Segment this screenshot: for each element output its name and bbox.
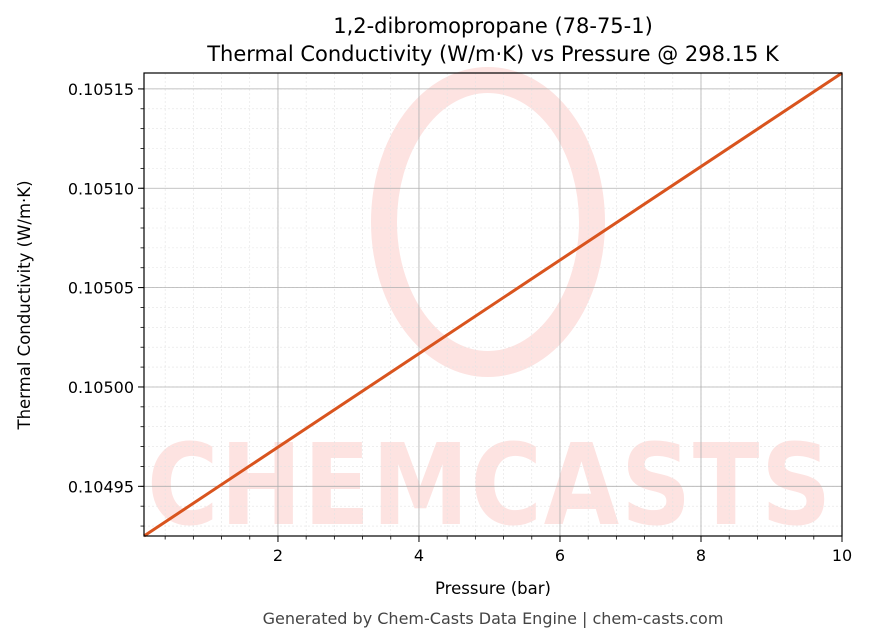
watermark-logo-ring (371, 67, 605, 377)
series-layer (143, 71, 843, 538)
y-tick-label: 0.10505 (68, 279, 134, 298)
y-tick-label: 0.10515 (68, 80, 134, 99)
y-tick-label: 0.10510 (68, 179, 134, 198)
chart-subtitle: Thermal Conductivity (W/m·K) vs Pressure… (206, 42, 780, 66)
x-axis-label: Pressure (bar) (435, 579, 551, 598)
x-tick-label: 2 (273, 546, 283, 565)
y-tick-label: 0.10500 (68, 378, 134, 397)
x-tick-label: 6 (555, 546, 565, 565)
plot-frame (143, 72, 843, 537)
axis-tick-labels: 2 4 6 8 10 0.10495 0.10500 0.10505 0.10510 0.1051… (68, 80, 852, 565)
x-tick-label: 8 (696, 546, 706, 565)
y-tick-label: 0.10495 (68, 477, 134, 496)
x-tick-label: 10 (832, 546, 852, 565)
footer-credit: Generated by Chem-Casts Data Engine | ch… (263, 609, 724, 628)
series-line (143, 71, 843, 538)
axis-ticks (138, 88, 843, 542)
chart-title: 1,2-dibromopropane (78-75-1) (333, 14, 653, 38)
y-axis-label: Thermal Conductivity (W/m·K) (15, 180, 34, 430)
x-tick-label: 4 (414, 546, 424, 565)
